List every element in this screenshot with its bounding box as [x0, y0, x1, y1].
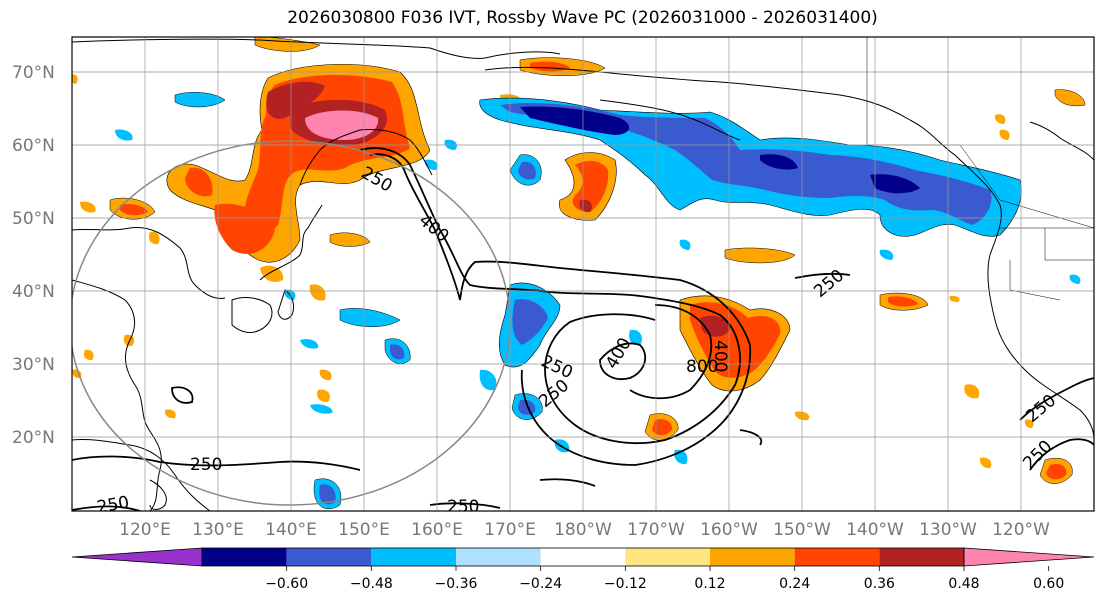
colorbar-extend-low: [71, 547, 203, 567]
lon-label: 160°W: [700, 520, 758, 540]
lat-label: 60°N: [12, 136, 55, 156]
colorbar-tick-label: −0.36: [435, 576, 478, 592]
coastlines: [72, 38, 1094, 511]
colorbar-segment: [710, 548, 795, 566]
positive-anomaly-east-pacific: [644, 89, 1086, 484]
colorbar-tick-label: 0.12: [694, 576, 725, 592]
contour-label: 250: [447, 497, 479, 517]
contour-label: 250: [95, 493, 130, 518]
colorbar-tick-label: −0.24: [519, 576, 562, 592]
lat-label: 30°N: [12, 355, 55, 375]
gridlines: [72, 37, 1094, 511]
lon-label: 130°E: [192, 520, 244, 540]
lon-label: 140°W: [846, 520, 904, 540]
latitude-labels: 70°N 60°N 50°N 40°N 30°N 20°N: [12, 63, 55, 448]
lon-label: 130°W: [919, 520, 977, 540]
colorbar-frame: [201, 547, 965, 567]
positive-anomaly-small-west: [72, 37, 371, 419]
lat-label: 40°N: [12, 282, 55, 302]
lon-label: 120°W: [992, 520, 1050, 540]
lon-label: 180°W: [554, 520, 612, 540]
lon-label: 170°W: [627, 520, 685, 540]
map-border: [71, 36, 1095, 512]
colorbar-tick-label: 0.24: [779, 576, 810, 592]
contour-label: 400: [710, 340, 730, 372]
colorbar-segment: [371, 548, 456, 566]
longitude-labels: 120°E 130°E 140°E 150°E 160°E 170°E 180°…: [119, 520, 1050, 540]
colorbar-segment: [794, 548, 880, 566]
ivt-contours: [72, 147, 1094, 511]
lon-label: 120°E: [119, 520, 171, 540]
contour-label: 250: [190, 455, 222, 475]
lat-label: 70°N: [12, 63, 55, 83]
negative-anomaly-gulf-alaska: [479, 97, 1022, 237]
colorbar-tick-label: −0.12: [604, 576, 647, 592]
negative-anomaly-subtropical: [498, 282, 688, 465]
colorbar-segment: [202, 548, 287, 566]
colorbar-tick-label: 0.60: [1033, 576, 1064, 592]
colorbar-extend-high: [963, 547, 1095, 567]
colorbar-segment: [540, 548, 626, 566]
colorbar-segment: [456, 548, 541, 566]
colorbar-tick-label: 0.36: [864, 576, 895, 592]
lon-label: 140°E: [265, 520, 317, 540]
lon-label: 170°E: [484, 520, 536, 540]
lon-label: 150°E: [338, 520, 390, 540]
lat-label: 20°N: [12, 428, 55, 448]
lon-label: 150°W: [773, 520, 831, 540]
colorbar-segment: [625, 548, 710, 566]
colorbar-segment: [286, 548, 372, 566]
colorbar-segment: [879, 548, 964, 566]
lon-label: 160°E: [411, 520, 463, 540]
colorbar-tick-label: −0.48: [350, 576, 393, 592]
map-title: 2026030800 F036 IVT, Rossby Wave PC (202…: [287, 8, 878, 28]
colorbar-tick-label: 0.48: [948, 576, 979, 592]
lat-label: 50°N: [12, 209, 55, 229]
contour-label: 800: [686, 357, 718, 377]
map-content: 250 400 250 250 400 800 250 250 250 250 …: [72, 37, 1094, 518]
colorbar: −0.60 −0.48 −0.36 −0.24 −0.12 0.12 0.24 0.36 0.4…: [71, 547, 1095, 592]
colorbar-tick-label: −0.60: [265, 576, 308, 592]
positive-anomaly-central: [500, 57, 796, 264]
